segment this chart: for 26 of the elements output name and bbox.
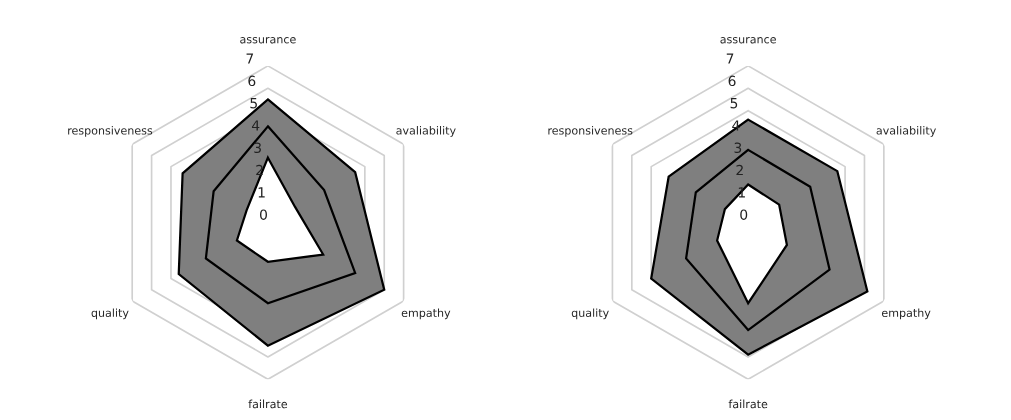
spoke-label: failrate	[248, 399, 288, 409]
spoke-label: avaliability	[396, 126, 456, 137]
spoke-label: responsiveness	[68, 126, 153, 137]
y-tick-label: 6	[248, 75, 256, 87]
y-tick-label: 6	[728, 75, 736, 87]
y-tick-label: 3	[734, 142, 742, 154]
y-tick-label: 0	[259, 209, 267, 220]
y-tick-label: 0	[740, 209, 748, 220]
spoke-label: failrate	[728, 399, 768, 409]
y-tick-label: 2	[256, 164, 263, 176]
y-tick-label: 3	[254, 142, 261, 154]
y-tick-label: 7	[246, 53, 254, 64]
spoke-label: quality	[91, 308, 129, 320]
spoke-label: empathy	[881, 308, 931, 320]
y-tick-label: 4	[251, 120, 260, 131]
spoke-label: avaliability	[876, 126, 936, 137]
spoke-label: assurance	[720, 37, 776, 44]
y-tick-label: 5	[250, 98, 257, 109]
y-tick-label: 2	[736, 164, 743, 176]
y-tick-label: 7	[726, 53, 734, 64]
y-tick-label: 5	[730, 98, 738, 109]
y-tick-label: 1	[258, 187, 265, 198]
spoke-label: empathy	[401, 308, 451, 320]
spoke-label: responsiveness	[548, 126, 633, 137]
spoke-label: quality	[571, 308, 609, 320]
spoke-label: assurance	[240, 37, 296, 44]
